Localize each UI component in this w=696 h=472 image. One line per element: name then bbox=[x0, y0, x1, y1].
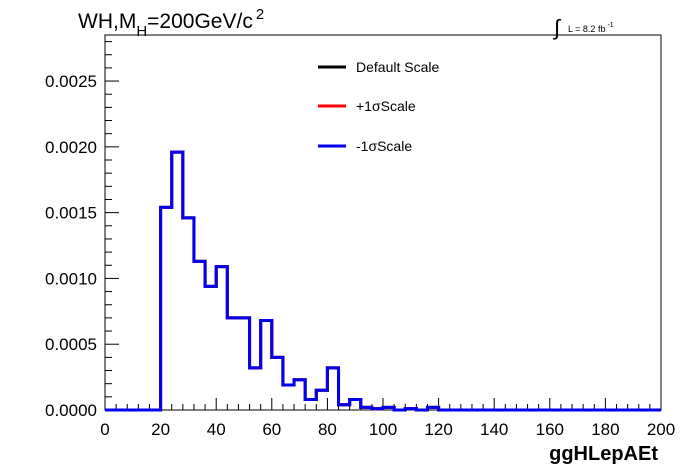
axes: 0 20 40 60 80 100 120 140 160 180 200 0.0000 0.0005 0… bbox=[45, 41, 675, 439]
luminosity-label: ∫ L = 8.2 fb -1 bbox=[552, 15, 614, 40]
legend: Default Scale +1σScale -1σScale bbox=[318, 59, 439, 154]
title-rest: =200GeV/c bbox=[147, 10, 253, 33]
y-tick-label: 0.0020 bbox=[45, 138, 97, 157]
y-tick-label: 0.0000 bbox=[45, 401, 97, 420]
x-tick-label: 120 bbox=[424, 420, 452, 439]
title-superscript: 2 bbox=[256, 6, 264, 23]
chart-title: WH,MH=200GeV/c 2 bbox=[78, 6, 264, 40]
x-tick-label: 40 bbox=[207, 420, 226, 439]
x-tick-label: 100 bbox=[369, 420, 397, 439]
x-tick-label: 20 bbox=[151, 420, 170, 439]
x-tick-label: 200 bbox=[647, 420, 675, 439]
series-layer bbox=[105, 150, 661, 412]
legend-label-plus-sigma: +1σScale bbox=[356, 98, 416, 114]
x-tick-label: 160 bbox=[536, 420, 564, 439]
title-subscript: H bbox=[136, 23, 147, 40]
y-tick-label: 0.0025 bbox=[45, 72, 97, 91]
x-tick-label: 0 bbox=[100, 420, 109, 439]
x-tick-label: 60 bbox=[262, 420, 281, 439]
series-minus-sigma-scale bbox=[105, 150, 661, 412]
y-tick-label: 0.0015 bbox=[45, 204, 97, 223]
legend-label-default-scale: Default Scale bbox=[356, 59, 439, 75]
x-tick-label: 80 bbox=[318, 420, 337, 439]
legend-label-minus-sigma: -1σScale bbox=[356, 138, 412, 154]
lumi-text: L = 8.2 fb -1 bbox=[568, 22, 614, 34]
x-axis-label: ggHLepAEt bbox=[549, 443, 658, 465]
y-tick-label: 0.0005 bbox=[45, 335, 97, 354]
integral-symbol: ∫ bbox=[552, 15, 562, 40]
lumi-value: L = 8.2 fb bbox=[568, 24, 605, 34]
title-main: WH,M bbox=[78, 10, 136, 33]
lumi-superscript: -1 bbox=[607, 22, 613, 29]
y-tick-label: 0.0010 bbox=[45, 269, 97, 288]
x-tick-label: 180 bbox=[591, 420, 619, 439]
x-tick-label: 140 bbox=[480, 420, 508, 439]
